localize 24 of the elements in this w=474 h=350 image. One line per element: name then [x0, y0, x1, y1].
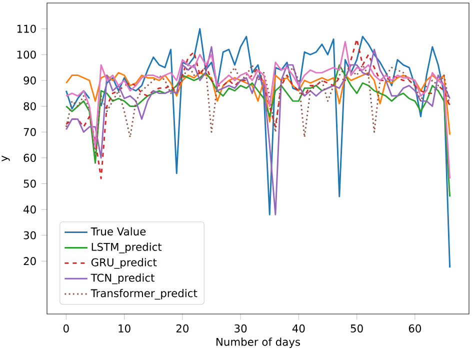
legend-label: TCN_predict [90, 274, 154, 284]
x-axis-title: Number of days [216, 338, 300, 348]
legend-label: Transformer_predict [90, 288, 198, 300]
y-tick-label: 80 [24, 102, 36, 110]
y-tick-label: 40 [24, 205, 36, 214]
legend-label: True Value [90, 227, 146, 236]
y-tick-label: 30 [24, 231, 36, 240]
x-tick-label: 50 [350, 324, 363, 332]
y-axis-title: y [2, 156, 10, 162]
y-tick-label: 50 [24, 180, 36, 188]
y-tick-label: 70 [24, 128, 36, 136]
x-tick-label: 20 [176, 324, 189, 332]
y-tick-label: 20 [24, 257, 36, 266]
x-tick-label: 30 [234, 324, 247, 332]
legend-label: LSTM_predict [92, 242, 162, 254]
x-tick-label: 60 [408, 324, 422, 332]
x-tick-label: 40 [292, 324, 305, 332]
y-tick-label: 60 [24, 154, 36, 162]
y-tick-label: 100 [17, 50, 36, 59]
legend-label: GRU_predict [91, 258, 157, 269]
x-tick-label: 0 [64, 324, 69, 332]
x-tick-label: 10 [118, 324, 130, 332]
y-tick-label: 90 [24, 76, 36, 84]
y-tick-label: 110 [17, 24, 36, 33]
